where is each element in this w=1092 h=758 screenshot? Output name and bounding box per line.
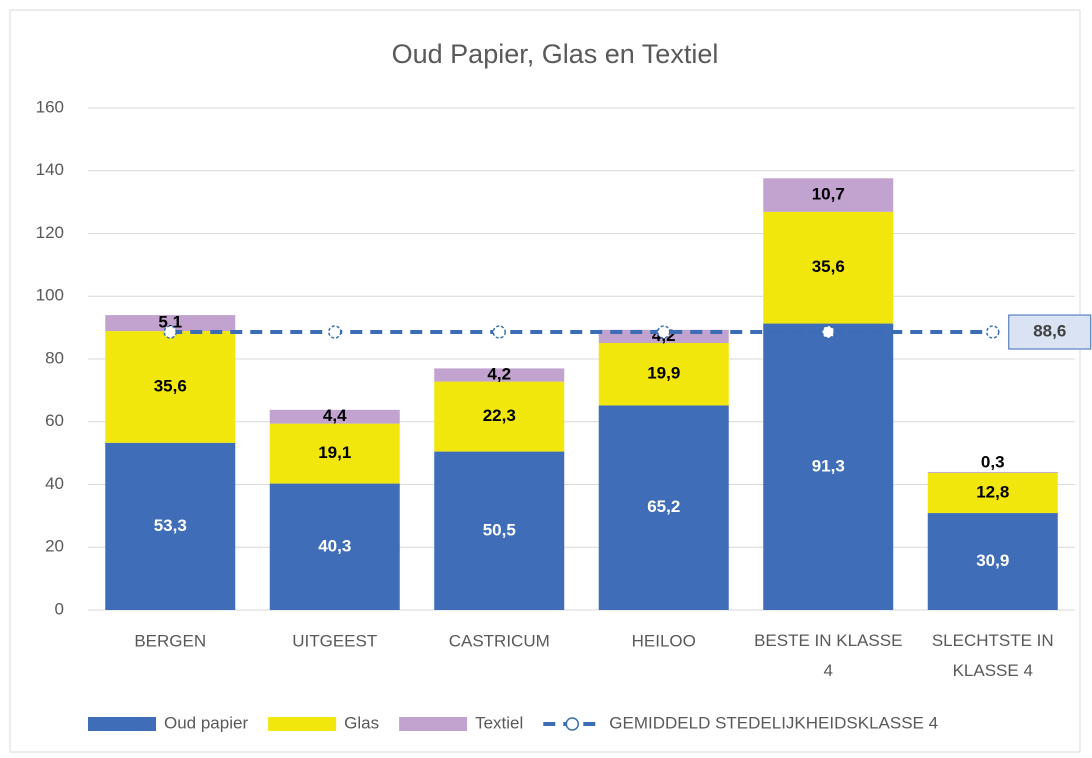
data-label: 4,4 — [323, 406, 347, 425]
y-tick-label: 40 — [45, 474, 64, 493]
bar-segment — [434, 381, 565, 452]
bar-segment — [105, 442, 236, 610]
data-label: 30,9 — [976, 551, 1009, 570]
data-label: 53,3 — [154, 516, 187, 535]
y-tick-label: 160 — [36, 97, 64, 116]
y-tick-label: 60 — [45, 411, 64, 430]
bar-segment — [434, 368, 565, 382]
legend-swatch — [399, 717, 468, 731]
data-label: 19,1 — [318, 443, 351, 462]
bar-segment — [269, 483, 400, 610]
legend-swatch — [565, 717, 580, 731]
data-label: 22,3 — [483, 406, 516, 425]
x-tick-label: CASTRICUM — [449, 631, 550, 650]
line-marker — [492, 325, 506, 339]
data-label: 50,5 — [483, 520, 516, 539]
x-tick-label: UITGEEST — [292, 631, 377, 650]
bar-segment — [269, 409, 400, 424]
data-label: 65,2 — [647, 497, 680, 516]
data-label: 5,1 — [158, 313, 182, 332]
data-label-box — [1008, 314, 1092, 350]
y-tick-label: 120 — [36, 223, 64, 242]
legend-swatch — [88, 717, 156, 731]
legend-label: Oud papier — [164, 713, 248, 732]
line-marker — [986, 325, 1000, 339]
data-label: 0,3 — [981, 452, 1005, 471]
data-label: 35,6 — [812, 257, 845, 276]
data-label: 88,6 — [1033, 322, 1066, 341]
chart-title: Oud Papier, Glas en Textiel — [392, 39, 719, 69]
line-marker — [821, 325, 835, 339]
bar-segment — [269, 423, 400, 484]
x-tick-label: BERGEN — [134, 631, 206, 650]
bar-segment — [105, 315, 236, 332]
x-tick-label: SLECHTSTE IN KLASSE 4 — [932, 631, 1054, 680]
bar-segment — [763, 211, 894, 324]
bar-segment — [927, 471, 1058, 473]
y-tick-label: 80 — [45, 348, 64, 367]
legend-label: Textiel — [475, 713, 523, 732]
y-tick-label: 140 — [36, 160, 64, 179]
y-tick-label: 20 — [45, 537, 64, 556]
bar-segment — [927, 513, 1058, 610]
data-label: 91,3 — [812, 456, 845, 475]
bar-segment — [927, 472, 1058, 514]
bar-segment — [763, 323, 894, 610]
data-label: 40,3 — [318, 536, 351, 555]
line-marker — [328, 325, 342, 339]
data-label: 10,7 — [812, 185, 845, 204]
bar-segment — [598, 405, 729, 610]
legend-label: GEMIDDELD STEDELIJKHEIDSKLASSE 4 — [609, 713, 938, 732]
bar-segment — [598, 342, 729, 406]
y-tick-label: 0 — [55, 599, 64, 618]
bar-segment — [434, 451, 565, 610]
x-tick-label: HEILOO — [632, 631, 696, 650]
y-tick-label: 100 — [36, 286, 64, 305]
data-label: 35,6 — [154, 376, 187, 395]
line-marker — [163, 325, 177, 339]
data-label: 4,2 — [487, 364, 511, 383]
bar-segment — [105, 331, 236, 443]
line-marker — [657, 325, 671, 339]
bar-segment — [763, 178, 894, 212]
data-label: 19,9 — [647, 364, 680, 383]
legend-label: Glas — [344, 713, 379, 732]
x-tick-label: BESTE IN KLASSE 4 — [754, 631, 902, 680]
legend-swatch — [268, 717, 337, 731]
data-label: 12,8 — [976, 482, 1009, 501]
